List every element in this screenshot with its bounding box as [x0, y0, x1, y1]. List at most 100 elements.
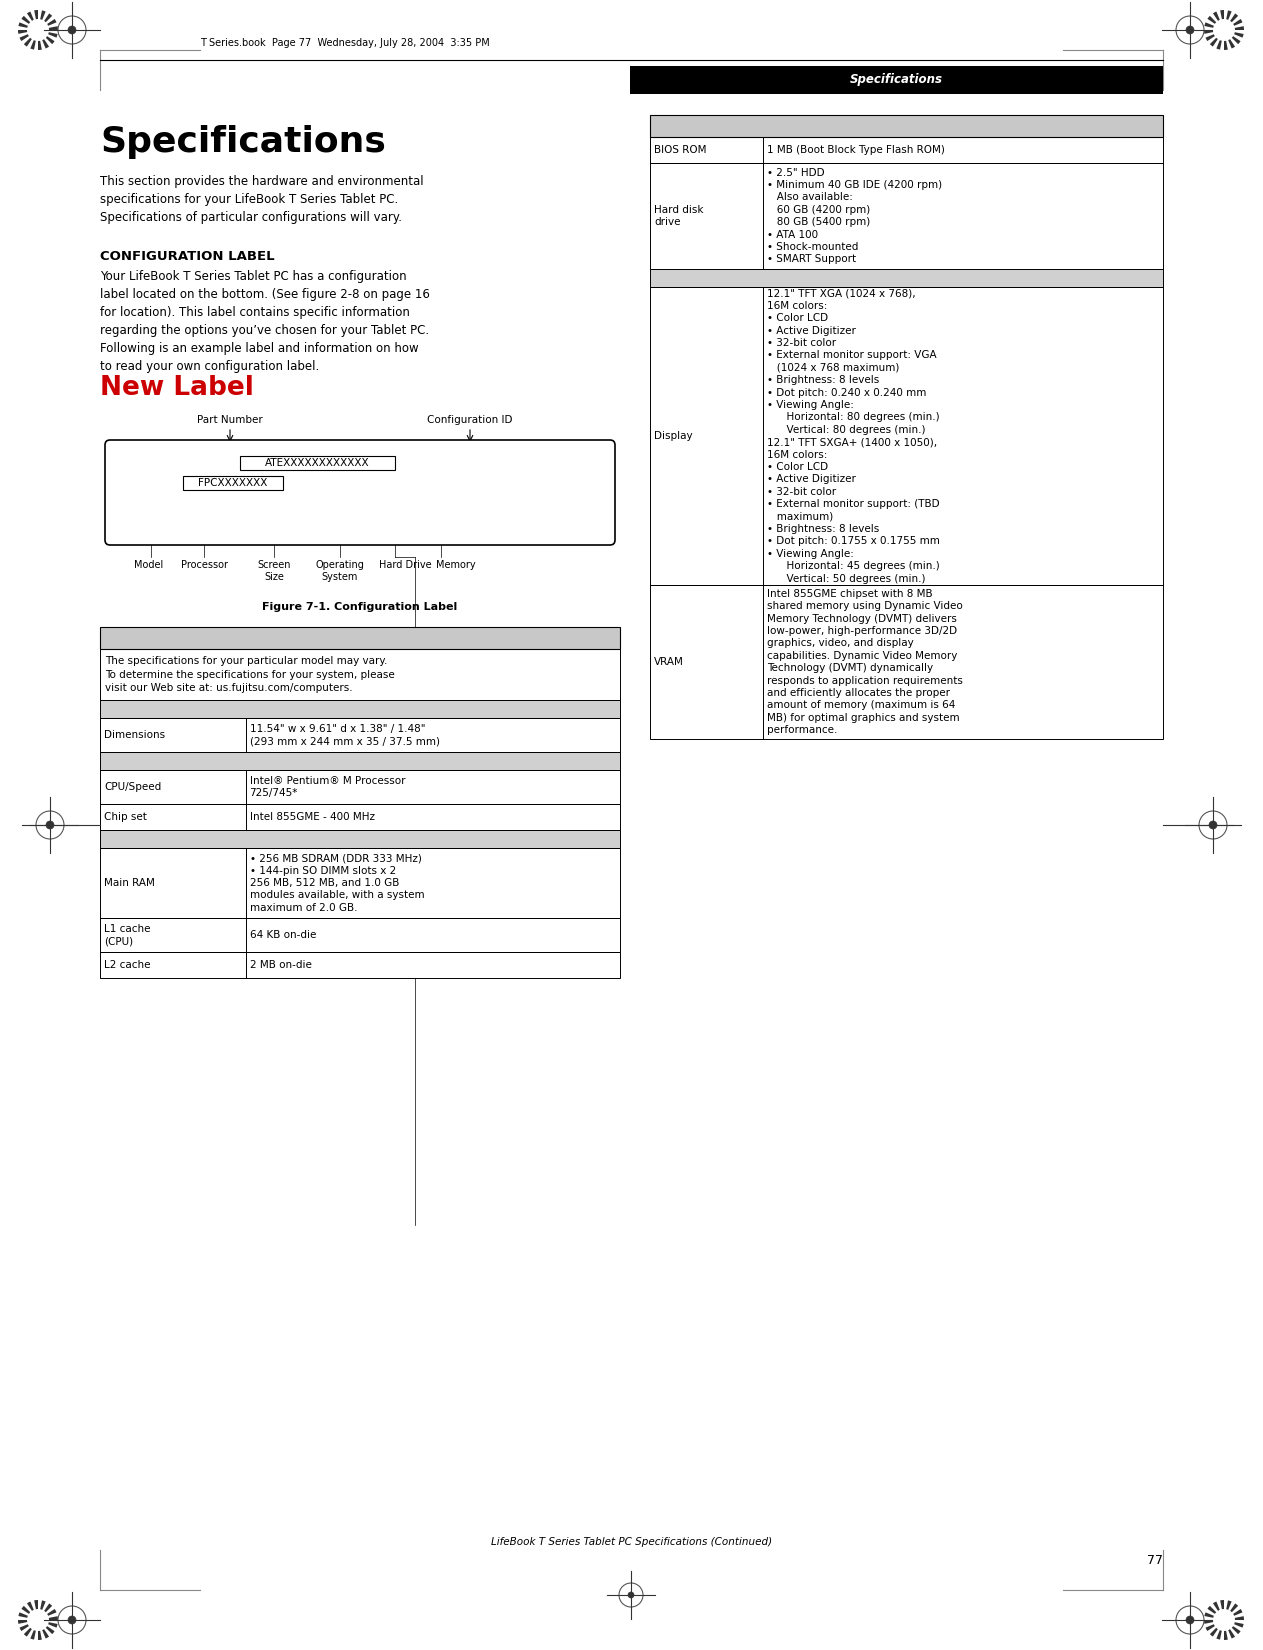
Wedge shape: [38, 30, 54, 45]
Wedge shape: [1204, 1620, 1224, 1624]
Wedge shape: [38, 1604, 52, 1620]
Circle shape: [45, 822, 54, 828]
Bar: [100, 848, 620, 917]
Wedge shape: [1216, 30, 1224, 50]
Wedge shape: [1224, 30, 1244, 38]
Bar: [650, 287, 1163, 586]
Wedge shape: [1210, 1620, 1224, 1637]
Wedge shape: [34, 1600, 38, 1620]
Bar: [650, 137, 1163, 163]
Text: Main RAM: Main RAM: [104, 878, 155, 888]
Wedge shape: [1224, 1620, 1235, 1638]
Wedge shape: [1205, 1612, 1224, 1620]
Wedge shape: [1205, 30, 1224, 41]
Text: Intel 855GME chipset with 8 MB
shared memory using Dynamic Video
Memory Technolo: Intel 855GME chipset with 8 MB shared me…: [767, 589, 962, 736]
Bar: [100, 771, 620, 804]
Bar: [100, 917, 620, 952]
Wedge shape: [18, 1620, 38, 1624]
Text: CONFIGURATION LABEL: CONFIGURATION LABEL: [100, 251, 274, 262]
Text: 2 MB on-die: 2 MB on-die: [250, 960, 312, 970]
Bar: [100, 952, 620, 978]
Wedge shape: [24, 30, 38, 46]
Text: LifeBook T Series Tablet PC Specifications (Continued): LifeBook T Series Tablet PC Specificatio…: [736, 120, 1076, 130]
Bar: [100, 917, 620, 952]
Text: Intel 855GME - 400 MHz: Intel 855GME - 400 MHz: [250, 812, 375, 822]
Circle shape: [1212, 1609, 1235, 1630]
Wedge shape: [1204, 30, 1224, 33]
Text: FPC P/N:: FPC P/N:: [125, 478, 176, 488]
Wedge shape: [1207, 16, 1224, 30]
Text: LifeBook T Series Tablet PC Specifications: LifeBook T Series Tablet PC Specificatio…: [221, 632, 499, 645]
Wedge shape: [1220, 10, 1224, 30]
Wedge shape: [1212, 12, 1224, 30]
Text: Configuration P/N:: Configuration P/N:: [125, 459, 230, 469]
Bar: [100, 830, 620, 848]
Wedge shape: [1216, 1620, 1224, 1640]
Wedge shape: [1224, 1620, 1228, 1640]
Wedge shape: [38, 10, 45, 30]
Text: Memory: Memory: [436, 559, 476, 569]
Wedge shape: [38, 1617, 58, 1620]
Wedge shape: [24, 1620, 38, 1637]
Wedge shape: [19, 1612, 38, 1620]
Text: Intel® Pentium® M Processor
725/745*: Intel® Pentium® M Processor 725/745*: [250, 776, 405, 799]
Wedge shape: [1224, 1600, 1231, 1620]
Circle shape: [68, 1615, 76, 1624]
Wedge shape: [19, 23, 38, 30]
Bar: [240, 455, 395, 470]
Bar: [100, 804, 620, 830]
Bar: [100, 848, 620, 917]
Circle shape: [1186, 26, 1194, 35]
Bar: [100, 718, 620, 752]
Text: Display Specifications: Display Specifications: [837, 272, 975, 284]
Text: Hard Drive: Hard Drive: [379, 559, 431, 569]
Text: Model: Model: [134, 559, 164, 569]
Text: 11.54" w x 9.61" d x 1.38" / 1.48"
(293 mm x 244 mm x 35 / 37.5 mm): 11.54" w x 9.61" d x 1.38" / 1.48" (293 …: [250, 724, 440, 746]
Text: T Series.book  Page 77  Wednesday, July 28, 2004  3:35 PM: T Series.book Page 77 Wednesday, July 28…: [200, 38, 490, 48]
Text: 64 KB on-die: 64 KB on-die: [250, 931, 316, 940]
Wedge shape: [1224, 1604, 1238, 1620]
Wedge shape: [21, 1605, 38, 1620]
Bar: [630, 66, 1163, 94]
Wedge shape: [19, 1620, 38, 1632]
Wedge shape: [38, 30, 42, 50]
Wedge shape: [1212, 1602, 1224, 1620]
Bar: [650, 163, 1163, 269]
Text: VRAM: VRAM: [654, 657, 683, 667]
Wedge shape: [30, 1620, 38, 1640]
Circle shape: [1212, 20, 1235, 41]
Bar: [650, 586, 1163, 739]
Text: Operating
System: Operating System: [316, 559, 365, 582]
Text: Hard disk
drive: Hard disk drive: [654, 205, 703, 228]
Wedge shape: [38, 1620, 58, 1627]
Bar: [100, 627, 620, 648]
Text: Your LifeBook T Series Tablet PC has a configuration
label located on the bottom: Your LifeBook T Series Tablet PC has a c…: [100, 271, 429, 373]
Wedge shape: [1224, 30, 1240, 45]
Wedge shape: [38, 18, 57, 30]
Text: 12.1" TFT XGA (1024 x 768),
16M colors:
• Color LCD
• Active Digitizer
• 32-bit : 12.1" TFT XGA (1024 x 768), 16M colors: …: [767, 289, 940, 584]
Wedge shape: [1224, 1620, 1244, 1627]
Bar: [650, 287, 1163, 586]
Wedge shape: [19, 30, 38, 41]
Bar: [650, 586, 1163, 739]
Bar: [100, 648, 620, 700]
Text: Display: Display: [654, 431, 692, 441]
Text: Specifications: Specifications: [100, 125, 386, 158]
Circle shape: [1209, 822, 1218, 828]
Wedge shape: [38, 1620, 54, 1634]
Wedge shape: [27, 12, 38, 30]
Text: ATEXXXXXXXXXXXX: ATEXXXXXXXXXXXX: [265, 459, 370, 469]
Text: Specifications: Specifications: [850, 74, 942, 86]
Wedge shape: [1224, 30, 1228, 50]
Bar: [100, 952, 620, 978]
Text: L2 cache: L2 cache: [104, 960, 150, 970]
Circle shape: [68, 26, 76, 35]
Text: Chip set: Chip set: [104, 812, 147, 822]
Text: Configuration ID: Configuration ID: [427, 416, 513, 426]
Bar: [100, 771, 620, 804]
Text: This section provides the hardware and environmental
specifications for your Lif: This section provides the hardware and e…: [100, 175, 423, 224]
Wedge shape: [1224, 10, 1231, 30]
Text: L1 cache
(CPU): L1 cache (CPU): [104, 924, 150, 945]
Text: FPCXXXXXXX: FPCXXXXXXX: [198, 478, 268, 488]
Bar: [650, 269, 1163, 287]
